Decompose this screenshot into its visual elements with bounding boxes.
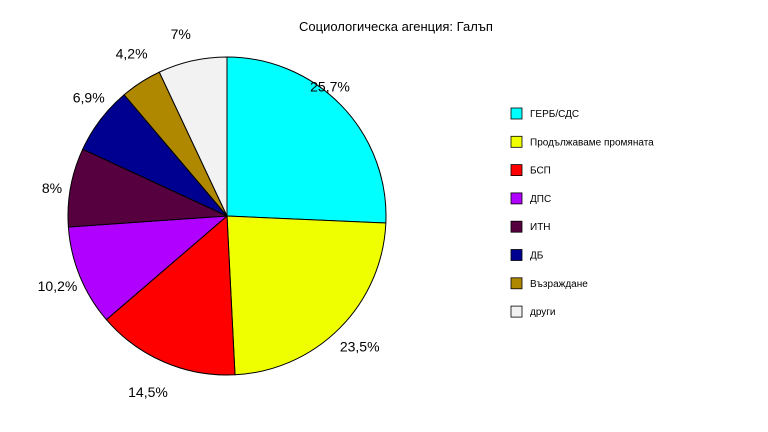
chart-title: Социологическа агенция: Галъп (299, 19, 493, 34)
pie-slice-1 (226, 56, 387, 224)
legend-label-7: Възраждане (530, 279, 588, 290)
pie-slice-4 (67, 215, 228, 321)
pie-slice-8 (158, 56, 228, 217)
legend-label-5: ИТН (530, 222, 551, 233)
data-label-8: 7% (171, 26, 191, 42)
legend-swatch-6 (510, 249, 523, 261)
legend-label-3: БСП (530, 166, 551, 177)
legend-swatch-8 (510, 305, 523, 318)
legend-swatch-3 (510, 164, 523, 177)
data-label-3: 14,5% (128, 384, 168, 400)
legend-swatch-1 (510, 107, 523, 120)
legend-label-1: ГЕРБ/СДС (530, 109, 579, 120)
data-label-6: 6,9% (73, 90, 105, 106)
legend-label-4: ДПС (530, 194, 551, 205)
legend-swatch-2 (510, 135, 523, 148)
data-label-1: 25,7% (310, 78, 350, 94)
legend-label-6: ДБ (530, 251, 544, 262)
legend-swatch-5 (510, 220, 523, 233)
data-label-7: 4,2% (116, 45, 148, 61)
legend-swatch-4 (510, 192, 523, 205)
legend-label-8: други (530, 307, 556, 318)
legend-label-2: Продължаваме промяната (530, 137, 654, 148)
data-label-5: 8% (42, 180, 62, 196)
data-label-4: 10,2% (38, 278, 78, 294)
pie-slice-2 (226, 215, 387, 376)
slice-labels: 25,7% 23,5% 14,5% 10,2% 8% 6,9% 4,2% 7% (38, 26, 380, 400)
pie-slice-3 (105, 215, 236, 376)
pie-slices (67, 56, 387, 376)
data-label-2: 23,5% (340, 339, 380, 355)
legend: ГЕРБ/СДС Продължаваме промяната БСП ДПС ИТН Д… (510, 107, 654, 318)
legend-swatch-7 (510, 277, 523, 290)
